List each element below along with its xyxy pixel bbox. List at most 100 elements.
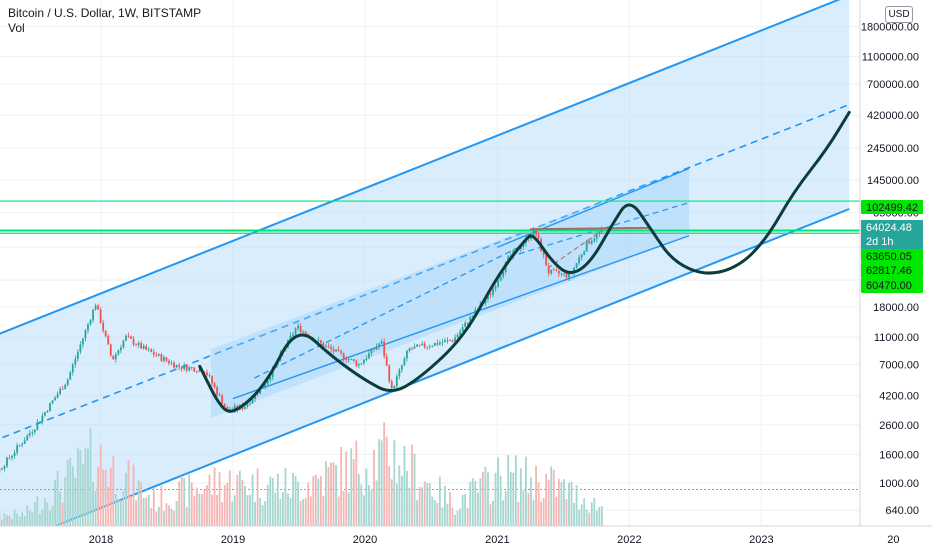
price-tick-label: 4200.00 [879, 391, 919, 403]
currency-button[interactable]: USD [885, 6, 913, 23]
candle-body [54, 398, 56, 401]
candle-body [181, 367, 183, 369]
volume-bar [183, 478, 185, 526]
volume-bar [335, 465, 337, 526]
volume-bar [120, 500, 122, 526]
candle-body [178, 365, 180, 367]
volume-bar [419, 487, 421, 526]
candle-body [598, 232, 600, 234]
candle-body [191, 367, 193, 368]
volume-bar [155, 511, 157, 526]
volume-bar [416, 500, 418, 526]
volume-bar [117, 499, 119, 526]
candle-body [396, 376, 398, 386]
volume-indicator-label[interactable]: Vol [8, 21, 201, 36]
volume-bar [353, 459, 355, 526]
volume-bar [406, 471, 408, 526]
volume-bar [102, 469, 104, 526]
candle-body [464, 323, 466, 327]
volume-bar [345, 451, 347, 526]
price-tick-label: 3000000.00 [861, 0, 919, 2]
volume-bar [16, 514, 18, 526]
volume-bar [188, 474, 190, 526]
candle-body [26, 435, 28, 440]
volume-bar [29, 511, 31, 526]
volume-bar [67, 460, 69, 526]
candle-body [500, 276, 502, 280]
candle-body [4, 466, 6, 469]
candle-body [216, 387, 218, 395]
candle-body [186, 365, 188, 370]
volume-bar [173, 511, 175, 526]
volume-bar [386, 437, 388, 526]
volume-bar [535, 466, 537, 526]
volume-bar [72, 466, 74, 526]
volume-bar [317, 479, 319, 526]
candle-body [67, 380, 69, 385]
volume-bar [216, 495, 218, 526]
volume-bar [393, 440, 395, 526]
candle-body [444, 340, 446, 342]
volume-bar [434, 500, 436, 526]
candle-body [297, 326, 299, 329]
volume-bar [472, 478, 474, 526]
volume-bar [295, 476, 297, 526]
volume-bar [543, 498, 545, 526]
volume-bar [545, 474, 547, 526]
candle-body [419, 345, 421, 346]
price-tick-label: 700000.00 [867, 79, 919, 91]
volume-bar [436, 503, 438, 526]
volume-bar [550, 466, 552, 526]
volume-bar [87, 449, 89, 526]
volume-bar [97, 467, 99, 526]
candle-body [193, 368, 195, 372]
candle-body [560, 274, 562, 275]
candle-body [388, 366, 390, 382]
volume-bar [378, 439, 380, 526]
volume-bar [452, 508, 454, 526]
volume-bar [340, 447, 342, 526]
volume-bar [90, 428, 92, 526]
volume-bar [259, 498, 261, 526]
candle-body [206, 372, 208, 375]
candle-body [34, 430, 36, 433]
candle-body [100, 310, 102, 323]
volume-bar [158, 507, 160, 526]
volume-bar [479, 478, 481, 526]
volume-bar [166, 503, 168, 526]
volume-bar [221, 502, 223, 526]
candle-body [373, 349, 375, 350]
price-label-text: 102499.42 [866, 202, 918, 214]
volume-bar [500, 476, 502, 526]
candle-body [555, 270, 557, 271]
volume-bar [482, 472, 484, 526]
candle-body [371, 349, 373, 353]
candle-body [411, 348, 413, 349]
volume-bar [247, 495, 249, 526]
volume-bar [244, 486, 246, 526]
price-label-text: 64024.48 [866, 222, 912, 234]
candle-body [295, 328, 297, 334]
candle-body [338, 349, 340, 350]
volume-bar [140, 482, 142, 526]
candle-body [381, 341, 383, 343]
volume-bar [441, 507, 443, 526]
candle-body [82, 338, 84, 344]
volume-bar [601, 506, 603, 526]
volume-bar [520, 468, 522, 526]
volume-bar [242, 480, 244, 526]
candle-body [171, 363, 173, 364]
candle-body [166, 357, 168, 360]
volume-bar [236, 475, 238, 526]
volume-bar [485, 467, 487, 526]
volume-bar [105, 470, 107, 526]
volume-bar [100, 445, 102, 526]
volume-bar [171, 509, 173, 526]
candle-body [72, 365, 74, 373]
candle-body [16, 446, 18, 453]
candle-body [462, 327, 464, 331]
volume-bar [333, 462, 335, 526]
volume-bar [262, 505, 264, 526]
